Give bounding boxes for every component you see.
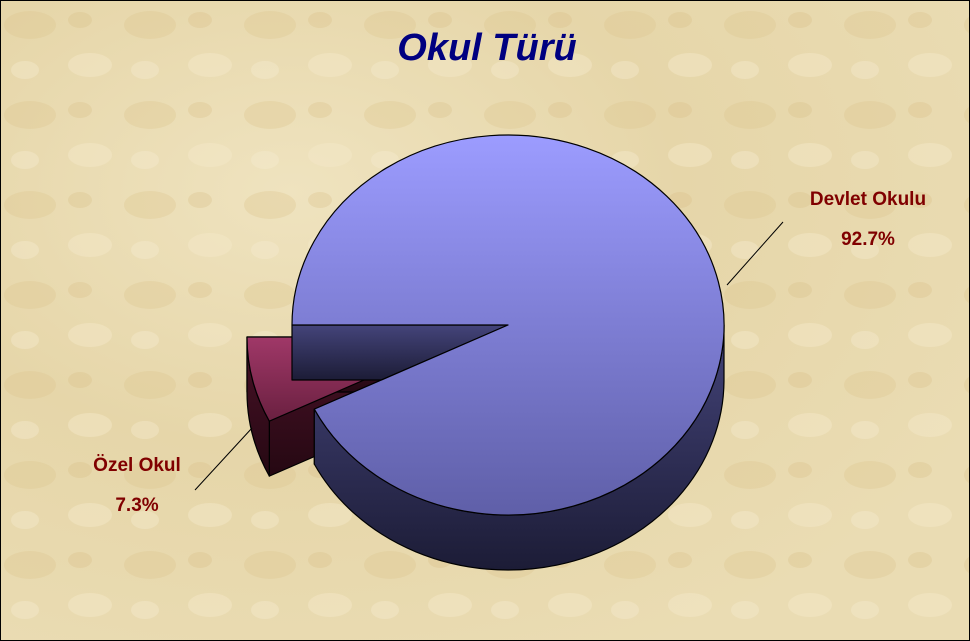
- slice: [291, 134, 725, 516]
- slice-label: Özel Okul: [93, 455, 181, 476]
- chart-title: Okul Türü: [397, 27, 576, 69]
- slice-value-label: 7.3%: [115, 495, 158, 516]
- leader-line: [726, 221, 784, 286]
- leader-line: [194, 427, 253, 491]
- slice-value-label: 92.7%: [841, 229, 895, 250]
- slice-label: Devlet Okulu: [810, 189, 926, 210]
